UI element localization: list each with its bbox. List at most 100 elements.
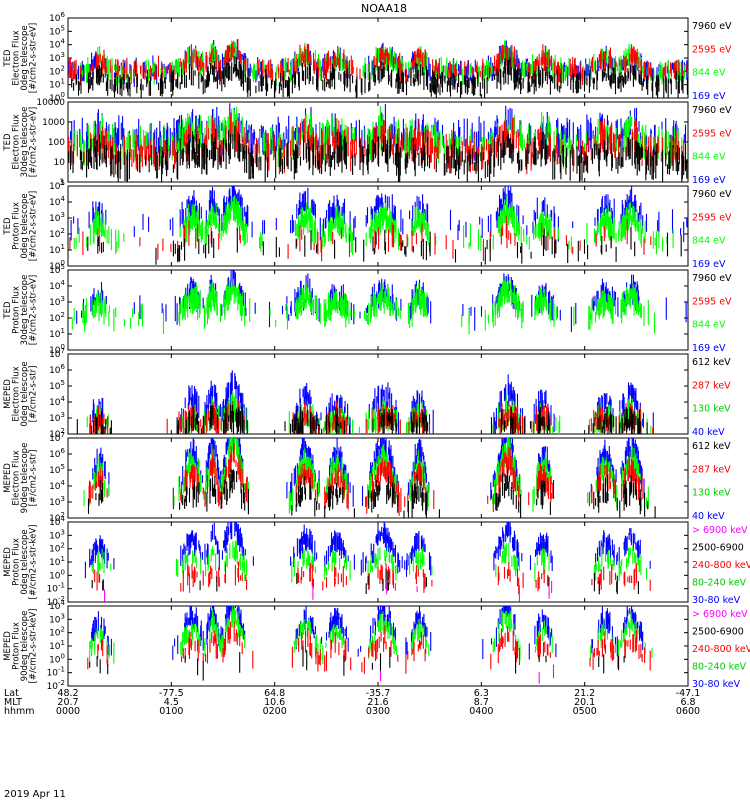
y-tick-label: 101	[49, 243, 65, 256]
series-group	[68, 39, 688, 98]
y-tick-label: 103	[49, 295, 65, 308]
y-axis-label: [#/cm2-s-str-keV]	[29, 525, 39, 600]
legend-entry: 2500-6900	[692, 543, 744, 554]
y-tick-label: 102	[49, 227, 65, 240]
data-series-4	[68, 125, 688, 182]
x-tick-label: 0300	[366, 706, 390, 717]
data-series-4	[89, 646, 625, 681]
y-tick-label: 104	[49, 599, 65, 612]
y-axis-label: [#/cm2-s-str-keV]	[29, 609, 39, 684]
x-tick-label: 20.1	[574, 697, 595, 708]
legend-entry: 240-800 keV	[692, 560, 750, 571]
y-axis-label: 0deg telescope	[20, 193, 30, 258]
y-tick-label: 103	[49, 612, 65, 625]
legend-entry: 40 keV	[692, 511, 725, 522]
y-axis-label: Proton Flux	[12, 622, 22, 670]
y-axis-label: [#/cm2-s-str-eV]	[29, 23, 39, 93]
x-tick-label: 8.7	[474, 697, 489, 708]
panel-frame	[67, 269, 689, 351]
y-tick-label: 101	[49, 555, 65, 568]
y-tick-label: 103	[49, 528, 65, 541]
series-group	[76, 370, 654, 434]
chart-title: NOAA18	[361, 2, 407, 15]
y-tick-label: 100	[49, 259, 65, 272]
x-tick-label: 4.5	[164, 697, 179, 708]
legend-entry: 844 eV	[692, 68, 726, 79]
legend-entry: 844 eV	[692, 320, 726, 331]
y-tick-label: 105	[49, 379, 65, 392]
y-tick-label: 105	[49, 263, 65, 276]
legend-entry: 40 keV	[692, 427, 725, 438]
data-series-4	[91, 568, 639, 595]
data-series-1	[84, 522, 651, 579]
date-label: 2019 Apr 11	[4, 789, 66, 800]
legend-entry: 240-800 keV	[692, 644, 750, 655]
legend-entry: 287 keV	[692, 380, 731, 391]
x-tick-label: 10.6	[264, 697, 285, 708]
y-tick-label: 1000	[42, 118, 65, 128]
y-tick-label: 102	[49, 626, 65, 639]
y-axis-label: MEPED	[3, 463, 13, 493]
series-group	[83, 438, 656, 518]
y-axis-label: 30deg telescope	[20, 275, 30, 346]
y-axis-label: 0deg telescope	[20, 361, 30, 426]
y-tick-label: 101	[49, 327, 65, 340]
y-axis-label: TED	[3, 301, 13, 320]
x-row-label: hhmm	[4, 706, 35, 717]
legend-entry: 169 eV	[692, 175, 726, 186]
data-series-4	[71, 56, 688, 98]
legend-entry: 30-80 keV	[692, 679, 741, 690]
y-tick-label: 107	[49, 431, 65, 444]
y-tick-label: 10000	[36, 98, 65, 108]
legend-entry: 2595 eV	[692, 212, 732, 223]
data-series-4	[87, 226, 682, 265]
y-axis-label: 90deg telescope	[20, 611, 30, 682]
legend-entry: 2595 eV	[692, 44, 732, 55]
y-tick-label: 103	[49, 211, 65, 224]
y-tick-label: 102	[49, 311, 65, 324]
x-tick-label: 21.6	[367, 697, 388, 708]
y-axis-label: [#/cm2-s-str]	[29, 366, 39, 423]
y-tick-label: 104	[49, 38, 65, 51]
y-axis-label: Proton Flux	[12, 286, 22, 334]
y-tick-label: 105	[49, 179, 65, 192]
y-tick-label: 101	[49, 639, 65, 652]
y-tick-label: 10-1	[47, 582, 65, 595]
y-axis-label: Proton Flux	[12, 202, 22, 250]
y-tick-label: 103	[49, 411, 65, 424]
legend-entry: 7960 eV	[692, 273, 732, 284]
y-tick-label: 10-2	[47, 595, 65, 608]
x-tick-label: 6.8	[680, 697, 695, 708]
legend-entry: > 6900 keV	[692, 609, 748, 620]
data-series-2	[91, 540, 648, 583]
x-tick-label: 0000	[56, 706, 80, 717]
x-axis-group: Lat 48.2 -77.5 64.8 -35.7 6.3 21.2 -47.1 MLT 20.7…	[4, 688, 700, 717]
y-tick-label: 10-1	[47, 666, 65, 679]
y-axis-label: Electron Flux	[12, 366, 22, 421]
x-row-label: Lat	[4, 688, 19, 699]
y-axis-label: 0deg telescope	[20, 529, 30, 594]
y-axis-label: Electron Flux	[12, 450, 22, 505]
x-tick-label: -77.5	[159, 688, 184, 699]
y-axis-label: TED	[3, 217, 13, 236]
x-tick-label: 48.2	[57, 688, 78, 699]
data-series-5	[104, 577, 553, 602]
legend-entry: 30-80 keV	[692, 595, 741, 606]
y-tick-label: 101	[49, 78, 65, 91]
legend-entry: 7960 eV	[692, 105, 732, 116]
y-axis-label: Proton Flux	[12, 538, 22, 586]
y-axis-label: 0deg telescope	[20, 25, 30, 90]
y-tick-label: 107	[49, 347, 65, 360]
series-group	[69, 186, 688, 265]
y-tick-label: 106	[49, 447, 65, 460]
y-tick-label: 104	[49, 395, 65, 408]
x-tick-label: -35.7	[366, 688, 391, 699]
data-series-5	[379, 664, 555, 684]
y-axis-label: [#/cm2-s-str-eV]	[29, 191, 39, 261]
data-series-4	[76, 404, 648, 434]
legend-entry: 130 keV	[692, 488, 731, 499]
x-tick-label: 20.7	[57, 697, 78, 708]
x-tick-label: 0100	[159, 706, 183, 717]
y-tick-label: 100	[49, 652, 65, 665]
